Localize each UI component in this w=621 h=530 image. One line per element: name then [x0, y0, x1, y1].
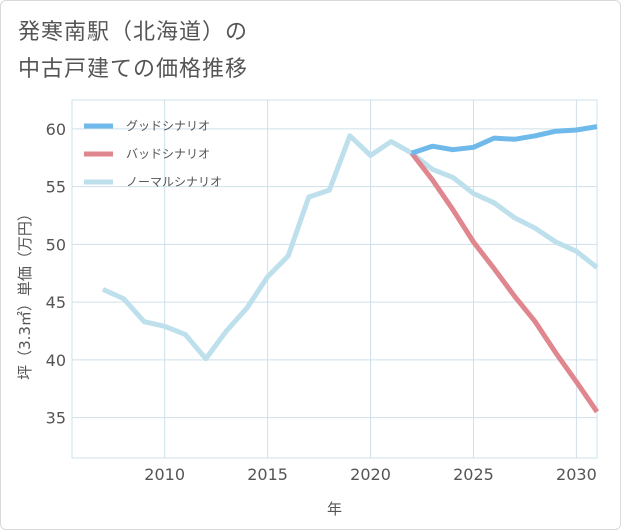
y-tick-label: 55 [46, 178, 66, 197]
legend-label-2: ノーマルシナリオ [126, 175, 222, 189]
x-tick-label: 2020 [350, 465, 391, 484]
x-tick-labels: 2010 2015 2020 2025 2030 [144, 465, 596, 484]
chart-title: 発寒南駅（北海道）の 中古戸建ての価格推移 [18, 20, 249, 82]
y-tick-labels: 35 40 45 50 55 60 [46, 120, 66, 428]
series-layer [101, 124, 600, 414]
y-tick-label: 40 [46, 351, 66, 370]
x-tick-label: 2015 [247, 465, 288, 484]
plot-area [71, 99, 598, 459]
series-line-2 [101, 133, 599, 362]
x-tick-label: 2010 [144, 465, 185, 484]
y-tick-label: 60 [46, 120, 66, 139]
grid-lines [72, 100, 597, 458]
legend-label-0: グッドシナリオ [126, 119, 210, 133]
series-line-1 [409, 151, 600, 414]
y-tick-label: 45 [46, 293, 66, 312]
legend-label-1: バッドシナリオ [126, 147, 210, 161]
y-axis-title: 坪（3.3㎡）単価（万円） [16, 206, 34, 380]
y-tick-label: 50 [46, 235, 66, 254]
x-axis-title: 年 [327, 500, 342, 518]
x-tick-label: 2025 [453, 465, 494, 484]
y-tick-label: 35 [46, 409, 66, 428]
x-tick-label: 2030 [556, 465, 597, 484]
plot-border [71, 99, 598, 459]
series-line-0 [410, 124, 598, 156]
